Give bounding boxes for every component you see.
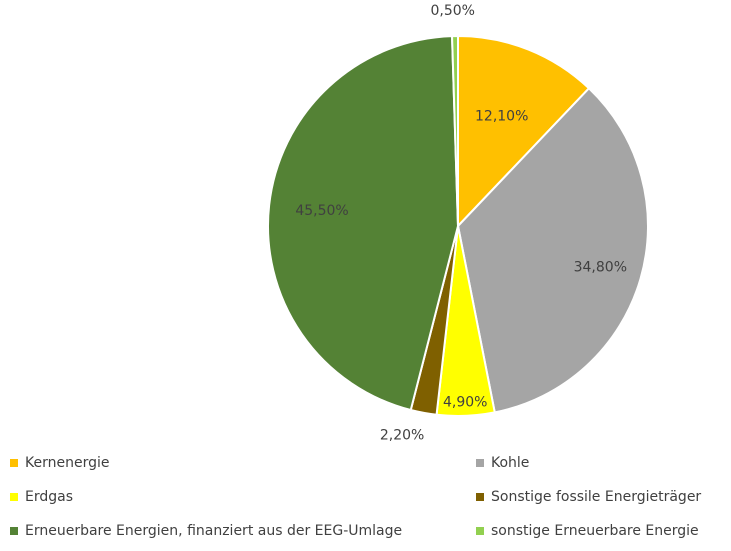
slice-data-label-2: 4,90% [443,395,487,411]
slice-data-label-4: 45,50% [295,203,348,219]
chart-legend: Kernenergie Kohle Erdgas Sonstige fossil… [0,448,731,547]
slice-data-label-1: 34,80% [574,259,627,275]
legend-label: Kernenergie [25,455,110,471]
slice-data-label-5: 0,50% [430,3,474,19]
legend-item-kohle: Kohle [476,450,529,476]
legend-label: Erdgas [25,489,74,505]
pie-labels: 12,10% 34,80% 4,90% 2,20% 45,50% 0,50% [295,3,627,444]
legend-label: sonstige Erneuerbare Energie [491,523,699,539]
legend-swatch [476,459,484,467]
pie-slices [267,34,649,417]
slice-data-label-0: 12,10% [475,109,528,125]
legend-swatch [10,527,18,535]
legend-item-erdgas: Erdgas [10,484,73,510]
legend-swatch [476,493,484,501]
slice-data-label-3: 2,20% [380,428,424,444]
legend-item-kernenergie: Kernenergie [10,450,109,476]
pie-slice-4 [267,35,460,412]
pie-slice-0 [457,34,591,229]
legend-swatch [10,493,18,501]
legend-swatch [476,527,484,535]
legend-swatch [10,459,18,467]
legend-label: Sonstige fossile Energieträger [491,489,702,505]
pie-slice-1 [456,86,649,414]
legend-label: Erneuerbare Energien, finanziert aus der… [25,523,403,539]
legend-item-erneuerbare-eeg: Erneuerbare Energien, finanziert aus der… [10,518,402,544]
legend-label: Kohle [491,455,530,471]
legend-item-sonstige-fossile: Sonstige fossile Energieträger [476,484,701,510]
pie-slice-5 [451,34,459,227]
legend-item-sonstige-erneuerbare: sonstige Erneuerbare Energie [476,518,699,544]
